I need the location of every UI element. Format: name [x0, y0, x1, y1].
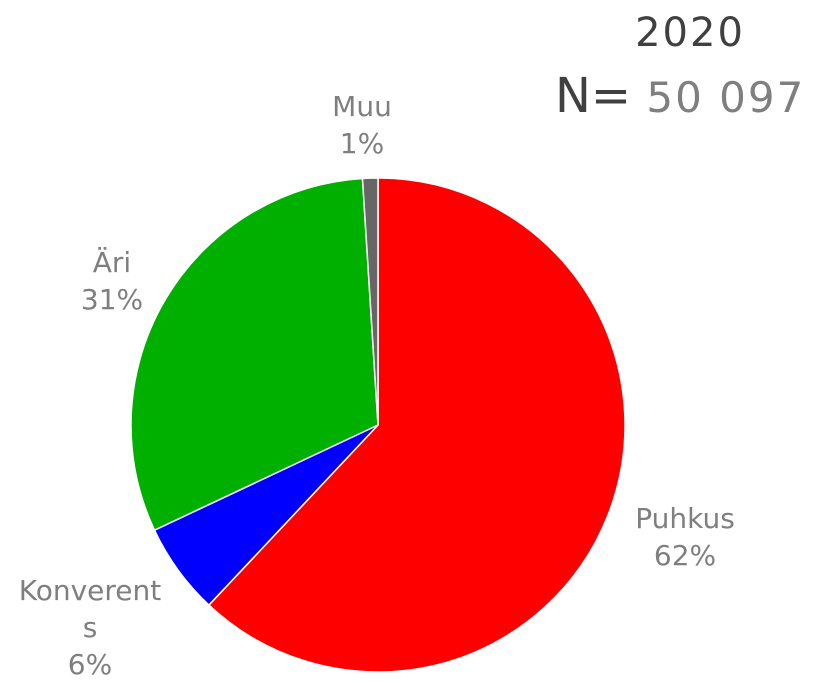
value-label: 6%: [67, 648, 113, 681]
value-label: 1%: [339, 127, 385, 160]
slice-label: Puhkus 62%: [610, 500, 760, 574]
slice-label: Konverents 6%: [15, 572, 165, 682]
pie-slice: [130, 177, 379, 532]
category-label: Konverents: [18, 574, 162, 644]
chart-title: 2020: [635, 10, 745, 56]
category-label: Äri: [92, 246, 132, 279]
pie-slice: [207, 177, 626, 673]
slice-label: Muu 1%: [287, 88, 437, 162]
category-label: Muu: [332, 90, 392, 123]
n-value: 50 097: [646, 73, 806, 122]
slice-label: Äri 31%: [37, 244, 187, 318]
n-label: N=: [555, 68, 632, 124]
sample-size: N= 50 097: [555, 68, 805, 124]
value-label: 62%: [653, 539, 717, 572]
pie-slice: [361, 177, 379, 426]
category-label: Puhkus: [635, 502, 735, 535]
value-label: 31%: [80, 283, 144, 316]
